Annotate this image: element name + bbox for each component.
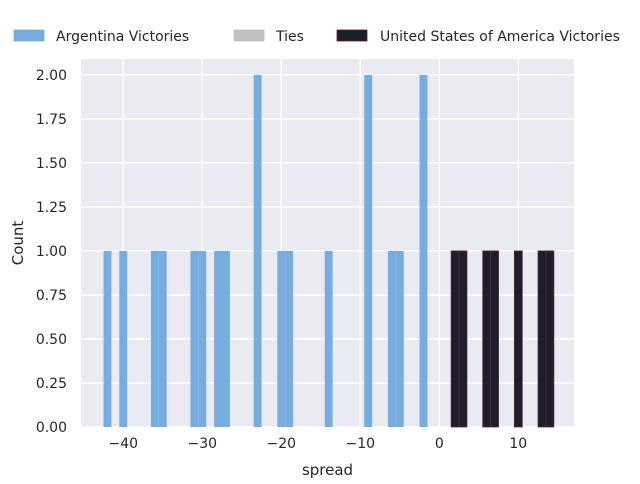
y-tick-label: 1.50 xyxy=(36,156,67,172)
histogram-bar xyxy=(482,250,492,428)
x-axis-label: spread xyxy=(302,461,353,479)
x-tick-label: −30 xyxy=(188,436,218,452)
x-tick-label: 10 xyxy=(509,436,527,452)
histogram-bar xyxy=(190,250,199,427)
histogram-bar xyxy=(103,250,112,427)
histogram-bar xyxy=(277,250,286,427)
legend-label: Ties xyxy=(275,29,304,45)
histogram-bar xyxy=(150,250,159,427)
histogram-bar xyxy=(119,250,128,427)
y-axis-label: Count xyxy=(9,221,27,266)
histogram-bar xyxy=(387,250,396,427)
histogram-bar xyxy=(158,250,167,427)
histogram-bar xyxy=(450,250,460,428)
y-tick-label: 0.00 xyxy=(36,420,67,436)
y-tick-label: 1.75 xyxy=(36,112,67,128)
histogram-bar xyxy=(395,250,404,427)
bars xyxy=(103,74,555,428)
legend-label: Argentina Victories xyxy=(56,29,189,45)
x-tick-label: −20 xyxy=(267,436,297,452)
x-tick-label: −10 xyxy=(346,436,376,452)
histogram-bar xyxy=(458,250,468,428)
histogram-bar xyxy=(537,250,547,428)
histogram-bar xyxy=(285,250,294,427)
x-tick-label: −40 xyxy=(108,436,138,452)
y-tick-label: 0.25 xyxy=(36,376,67,392)
y-axis-ticks: 0.00 0.25 0.50 0.75 1.00 1.25 1.50 1.75 2.00 xyxy=(36,68,67,436)
histogram-bar xyxy=(490,250,499,428)
histogram-bar xyxy=(545,250,555,428)
legend: Argentina Victories Ties United States of … xyxy=(13,29,620,45)
y-tick-label: 2.00 xyxy=(36,68,67,84)
y-tick-label: 0.75 xyxy=(36,288,67,304)
y-tick-label: 0.50 xyxy=(36,332,67,348)
legend-swatch xyxy=(233,29,265,42)
legend-swatch xyxy=(13,29,45,42)
y-tick-label: 1.00 xyxy=(36,244,67,260)
legend-swatch xyxy=(336,29,368,42)
histogram-bar xyxy=(253,74,262,427)
x-axis-ticks: −40 −30 −20 −10 0 10 xyxy=(108,436,527,452)
legend-label: United States of America Victories xyxy=(380,29,620,45)
histogram-bar xyxy=(324,250,333,427)
histogram-bar xyxy=(214,250,223,427)
histogram-bar xyxy=(419,74,428,427)
histogram-bar xyxy=(364,74,373,427)
histogram-bar xyxy=(198,250,207,427)
x-tick-label: 0 xyxy=(435,436,444,452)
histogram-bar xyxy=(513,250,523,428)
y-tick-label: 1.25 xyxy=(36,200,67,216)
histogram-bar xyxy=(222,250,230,427)
